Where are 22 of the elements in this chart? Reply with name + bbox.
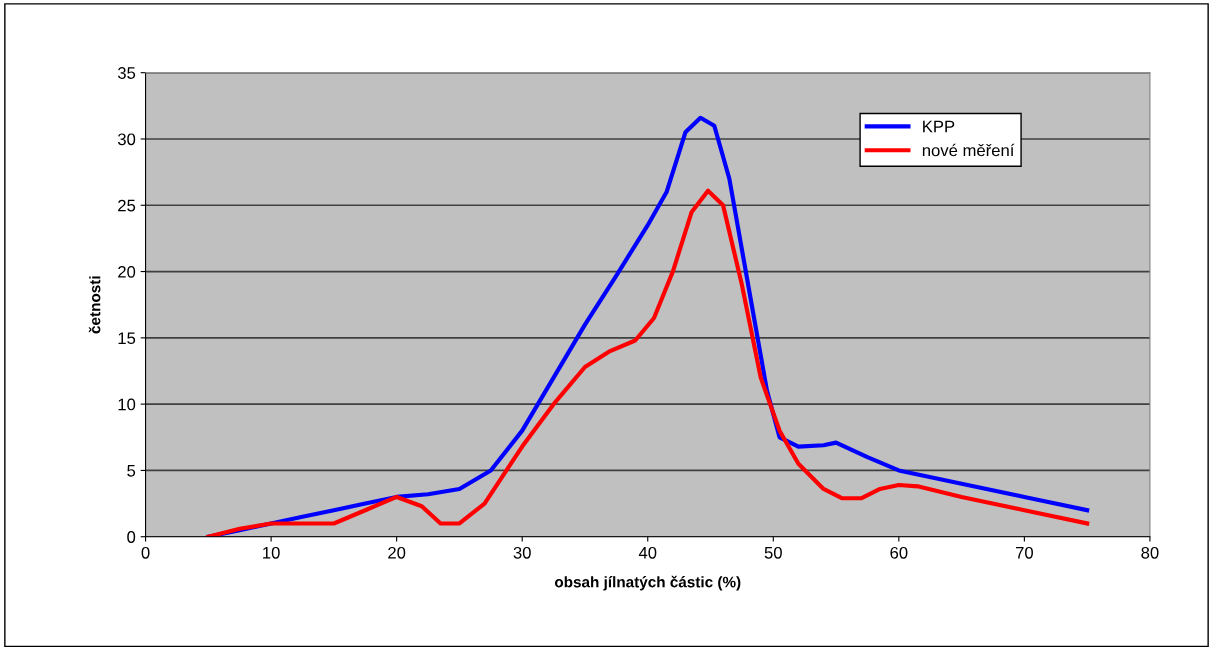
y-tick-label: 35 — [117, 67, 136, 79]
y-tick-label: 5 — [127, 465, 136, 477]
x-tick-label: 20 — [388, 546, 406, 559]
y-tick-label: 15 — [118, 332, 136, 345]
x-tick-label: 60 — [890, 546, 908, 559]
y-tick-label: 25 — [118, 199, 136, 212]
legend-label: KPP — [923, 120, 955, 133]
x-tick-label: 50 — [764, 546, 782, 559]
y-tick-label: 30 — [117, 133, 136, 146]
y-tick-label: 10 — [118, 398, 136, 411]
x-tick-label: 30 — [513, 546, 531, 559]
y-tick-label: 20 — [118, 265, 136, 278]
legend-label: nové měření — [922, 143, 1015, 157]
x-tick-label: 40 — [638, 546, 657, 559]
y-tick-label: 0 — [127, 531, 136, 543]
x-tick-label: 80 — [1141, 546, 1159, 559]
x-tick-label: 70 — [1015, 546, 1033, 559]
y-axis-title: četnosti — [88, 276, 101, 334]
x-axis-title: obsah jílnatých částic (%) — [554, 575, 741, 591]
x-tick-label: 0 — [141, 546, 150, 559]
x-tick-label: 10 — [263, 546, 280, 559]
line-series — [206, 188, 1090, 537]
